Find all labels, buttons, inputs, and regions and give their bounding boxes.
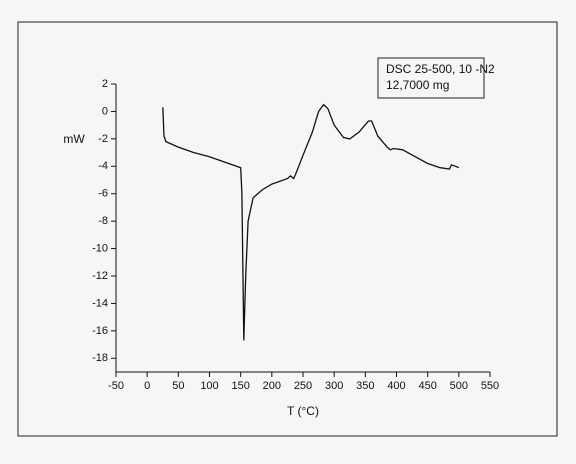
y-tick-label: -10 [92, 242, 108, 254]
x-tick-label: -50 [108, 380, 124, 392]
annotation-box [377, 57, 485, 99]
x-tick-label: 400 [387, 380, 405, 392]
y-tick-label: 2 [102, 78, 108, 90]
x-tick-label: 100 [200, 380, 218, 392]
x-tick-label: 300 [325, 380, 343, 392]
annotation: DSC 25-500, 10 -N2 [386, 62, 495, 76]
x-tick-label: 50 [172, 380, 184, 392]
frame [17, 21, 558, 437]
x-tick-label: 450 [418, 380, 436, 392]
y-tick-label: -12 [92, 270, 108, 282]
y-tick-label: -14 [92, 297, 108, 309]
x-tick-label: 250 [294, 380, 312, 392]
x-tick-label: 200 [263, 380, 281, 392]
y-tick-label: -16 [92, 325, 108, 337]
y-tick-label: -8 [98, 215, 108, 227]
x-tick-label: 0 [144, 380, 150, 392]
y-axis-label: mW [63, 132, 85, 146]
x-axis-label: T (°C) [287, 404, 319, 418]
x-tick-label: 150 [231, 380, 249, 392]
annotation: 12,7000 mg [386, 78, 449, 92]
y-tick-label: -6 [98, 188, 108, 200]
y-tick-label: 0 [102, 105, 108, 117]
data-line [162, 103, 460, 341]
y-tick-label: -2 [98, 133, 108, 145]
x-tick-label: 550 [481, 380, 499, 392]
x-tick-label: 500 [450, 380, 468, 392]
y-tick-label: -4 [98, 160, 108, 172]
y-tick-label: -18 [92, 352, 108, 364]
x-tick-label: 350 [356, 380, 374, 392]
